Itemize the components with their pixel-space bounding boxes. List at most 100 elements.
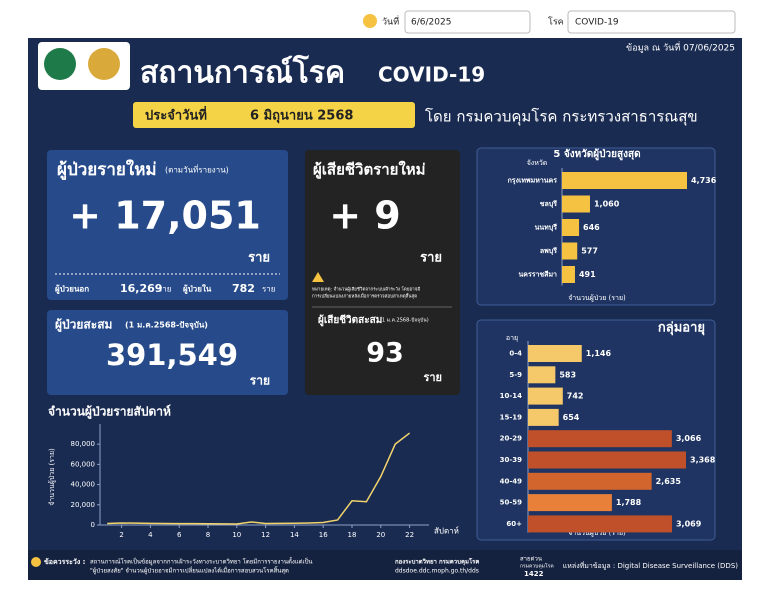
outpatient-value: 16,269 bbox=[120, 282, 162, 295]
chart-title: กลุ่มอายุ bbox=[658, 321, 705, 336]
search-icon[interactable] bbox=[363, 14, 377, 28]
hotline-org: กรมควบคุมโรค bbox=[520, 563, 554, 570]
x-tick-label: 16 bbox=[319, 531, 328, 539]
chart-title: 5 จังหวัดผู้ป่วยสูงสุด bbox=[553, 148, 640, 161]
footer-bg bbox=[28, 550, 742, 580]
card-title: ผู้ป่วยรายใหม่ bbox=[57, 159, 157, 181]
deaths-value: + 9 bbox=[329, 194, 401, 238]
value-label: 583 bbox=[559, 370, 576, 379]
x-tick-label: 10 bbox=[232, 531, 241, 539]
logo bbox=[88, 48, 120, 80]
cumulative-card bbox=[47, 310, 288, 395]
title-suffix: COVID-19 bbox=[378, 63, 485, 87]
category-label: 0-4 bbox=[509, 350, 522, 358]
caution-label: ข้อควรระวัง : bbox=[44, 557, 86, 566]
x-axis-label: จำนวนผู้ป่วย (ราย) bbox=[568, 294, 626, 302]
inpatient-label: ผู้ป่วยใน bbox=[183, 284, 212, 295]
value-label: 646 bbox=[583, 223, 600, 232]
card-subtitle: (1 ม.ค.2568-ปัจจุบัน) bbox=[125, 321, 208, 331]
category-label: 5-9 bbox=[509, 371, 522, 379]
category-label: 30-39 bbox=[500, 456, 523, 464]
x-tick-label: 14 bbox=[290, 531, 299, 539]
category-label: กรุงเทพมหานคร bbox=[508, 177, 558, 185]
value-label: 1,788 bbox=[616, 498, 642, 507]
card-subtitle: (1 ม.ค.2568-ปัจจุบัน) bbox=[380, 318, 429, 324]
unit: ราย bbox=[262, 285, 275, 294]
x-tick-label: 22 bbox=[405, 531, 414, 539]
unit: ราย bbox=[248, 251, 270, 266]
y-tick-label: 40,000 bbox=[71, 481, 96, 489]
chart-title: จำนวนผู้ป่วยรายสัปดาห์ bbox=[48, 405, 171, 420]
bar bbox=[528, 430, 672, 448]
value-label: 577 bbox=[581, 247, 598, 256]
category-label: 15-19 bbox=[500, 413, 523, 421]
new-cases-card bbox=[47, 150, 288, 300]
category-label: 60+ bbox=[506, 520, 522, 528]
deaths-cumulative-value: 93 bbox=[366, 338, 404, 369]
org: กองระบาดวิทยา กรมควบคุมโรค bbox=[395, 558, 479, 566]
title: สถานการณ์โรค bbox=[140, 54, 345, 91]
category-label: 50-59 bbox=[500, 499, 523, 507]
y-tick-label: 20,000 bbox=[71, 501, 96, 509]
value-label: 742 bbox=[567, 392, 584, 401]
line bbox=[107, 432, 411, 525]
logo bbox=[44, 48, 76, 80]
warning-icon bbox=[312, 272, 324, 282]
by-line: โดย กรมควบคุมโรค กระทรวงสาธารณสุข bbox=[425, 108, 698, 127]
disease-value: COVID-19 bbox=[575, 18, 619, 28]
bar bbox=[528, 472, 652, 490]
disease-input[interactable] bbox=[567, 10, 736, 34]
category-label: นนทบุรี bbox=[535, 224, 558, 232]
value-label: 3,368 bbox=[690, 456, 716, 465]
card-subtitle: (ตามวันที่รายงาน) bbox=[165, 164, 229, 175]
bar bbox=[528, 451, 686, 469]
bar bbox=[528, 387, 563, 405]
note: หมายเหตุ: จำนวนผู้เสียชีวิตจากระบบเฝ้าระ… bbox=[312, 286, 420, 293]
y-tick-label: 80,000 bbox=[71, 440, 96, 448]
category-label: 20-29 bbox=[500, 435, 523, 443]
bar bbox=[562, 266, 575, 283]
bar bbox=[562, 242, 578, 260]
unit: ราย bbox=[420, 251, 442, 266]
bar bbox=[528, 494, 612, 512]
axis-caption: จังหวัด bbox=[527, 159, 548, 167]
deaths-card bbox=[305, 150, 460, 395]
x-tick-label: 4 bbox=[148, 531, 153, 539]
x-tick-label: 18 bbox=[348, 531, 357, 539]
axis-caption: อายุ bbox=[506, 334, 518, 342]
source: แหล่งที่มาข้อมูล : Digital Disease Surve… bbox=[563, 561, 738, 570]
x-axis-label: สัปดาห์ bbox=[434, 526, 459, 536]
category-label: นครราชสีมา bbox=[519, 271, 558, 279]
x-tick-label: 6 bbox=[177, 531, 182, 539]
bar bbox=[528, 345, 582, 362]
bar bbox=[562, 195, 590, 213]
cumulative-value: 391,549 bbox=[106, 338, 238, 372]
bar bbox=[562, 219, 580, 236]
x-tick-label: 2 bbox=[119, 531, 123, 539]
card-title: ผู้เสียชีวิตรายใหม่ bbox=[313, 161, 426, 180]
x-tick-label: 8 bbox=[206, 531, 210, 539]
note: การเปลี่ยนแปลงภายหลังเมื่อการตรวจสอบสาเห… bbox=[312, 293, 417, 300]
date-input[interactable] bbox=[404, 10, 531, 34]
card-title: ผู้เสียชีวิตสะสม bbox=[318, 314, 382, 327]
banner-date: 6 มิถุนายน 2568 bbox=[250, 109, 353, 124]
y-tick-label: 0 bbox=[91, 521, 95, 529]
hotline-label: สายด่วน bbox=[520, 556, 542, 563]
y-tick-label: 60,000 bbox=[71, 460, 96, 468]
value-label: 1,060 bbox=[594, 200, 620, 209]
value-label: 654 bbox=[563, 413, 580, 422]
outpatient-label: ผู้ป่วยนอก bbox=[55, 284, 89, 295]
y-axis-label: จำนวนผู้ป่วย (ราย) bbox=[48, 448, 56, 506]
value-label: 2,635 bbox=[656, 477, 682, 486]
url: ddsdoe.ddc.moph.go.th/dds bbox=[395, 568, 479, 575]
banner-prefix: ประจำวันที่ bbox=[145, 106, 207, 124]
card-title: ผู้ป่วยสะสม bbox=[55, 318, 112, 333]
value-label: 3,066 bbox=[676, 434, 702, 443]
bar bbox=[528, 515, 672, 533]
banner bbox=[133, 102, 415, 128]
x-tick-label: 20 bbox=[376, 531, 385, 539]
caution-icon bbox=[31, 557, 41, 567]
category-label: 10-14 bbox=[500, 392, 523, 400]
date-value: 6/6/2025 bbox=[411, 18, 451, 28]
